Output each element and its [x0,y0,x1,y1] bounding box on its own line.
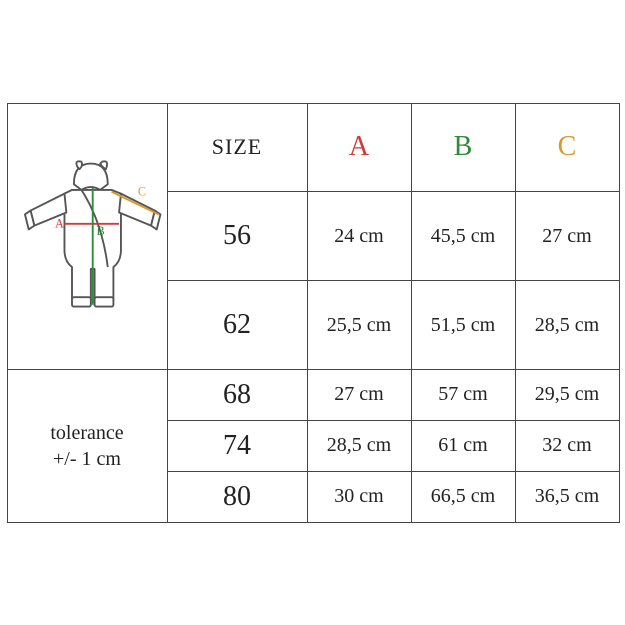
size-cell: 68 [167,369,307,420]
meas-a: 30 cm [307,471,411,522]
header-a: A [307,103,411,192]
meas-a: 27 cm [307,369,411,420]
header-row: A B C SIZE A B C [7,103,619,192]
tolerance-line1: tolerance [50,422,123,444]
meas-a: 24 cm [307,192,411,281]
header-b: B [411,103,515,192]
header-c: C [515,103,619,192]
size-chart: A B C SIZE A B C 56 24 cm 45,5 cm 27 cm … [7,103,619,523]
diagram-label-a: A [55,217,64,231]
meas-c: 27 cm [515,192,619,281]
meas-b: 66,5 cm [411,471,515,522]
meas-b: 51,5 cm [411,281,515,370]
size-cell: 74 [167,420,307,471]
tolerance-line2: +/- 1 cm [53,448,121,470]
meas-c: 36,5 cm [515,471,619,522]
meas-b: 61 cm [411,420,515,471]
tolerance-cell: tolerance +/- 1 cm [7,369,167,522]
size-cell: 80 [167,471,307,522]
meas-a: 25,5 cm [307,281,411,370]
meas-c: 28,5 cm [515,281,619,370]
meas-b: 57 cm [411,369,515,420]
header-size: SIZE [167,103,307,192]
size-cell: 56 [167,192,307,281]
size-cell: 62 [167,281,307,370]
size-table: A B C SIZE A B C 56 24 cm 45,5 cm 27 cm … [7,103,620,523]
diagram-label-b: B [96,224,104,238]
meas-a: 28,5 cm [307,420,411,471]
garment-diagram-cell: A B C [7,103,167,369]
meas-c: 29,5 cm [515,369,619,420]
meas-b: 45,5 cm [411,192,515,281]
diagram-label-c: C [137,185,145,199]
table-row: tolerance +/- 1 cm 68 27 cm 57 cm 29,5 c… [7,369,619,420]
meas-c: 32 cm [515,420,619,471]
garment-diagram: A B C [14,156,162,316]
